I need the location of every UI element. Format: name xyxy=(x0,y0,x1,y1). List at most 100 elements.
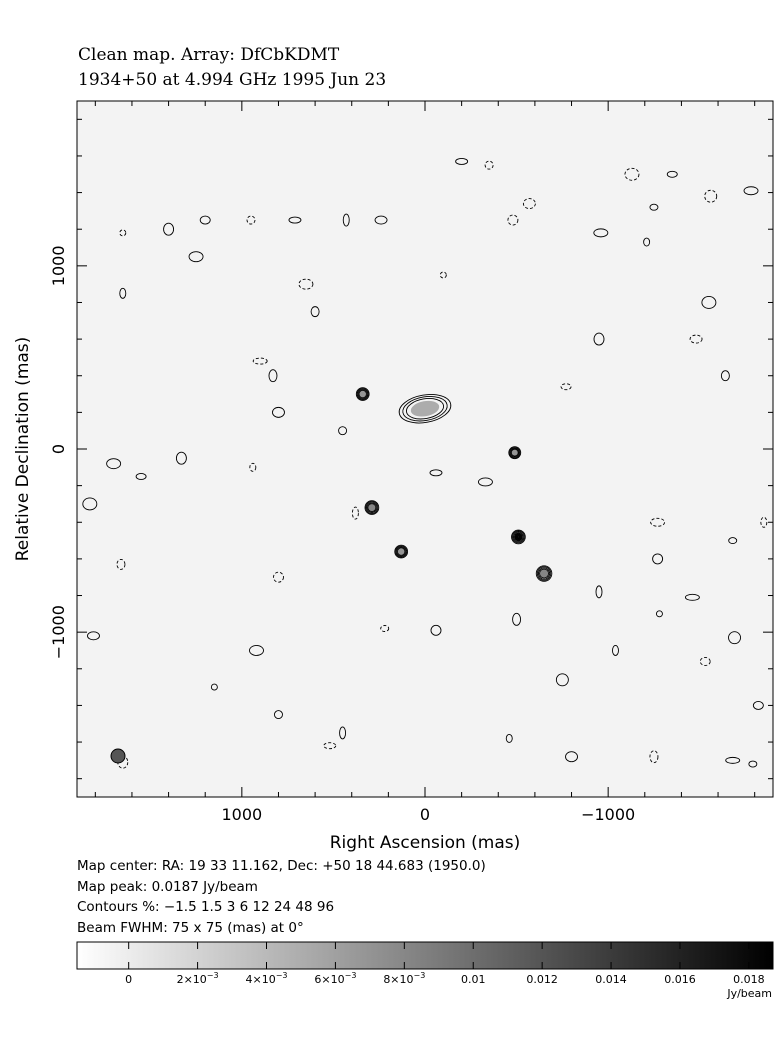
noise-contour xyxy=(748,760,758,768)
noise-contour xyxy=(701,296,717,309)
x-axis-label: Right Ascension (mas) xyxy=(330,833,521,853)
noise-contour xyxy=(188,251,204,263)
noise-contour xyxy=(298,278,314,290)
y-tick-label: 0 xyxy=(49,444,68,454)
colorbar-ticks: 0 2×10−3 4×10−3 6×10−3 8×10−3 0.01 0.012 0.014 0… xyxy=(125,942,765,986)
colorbar-tick-label: 0.014 xyxy=(595,973,627,986)
x-tick-label: 1000 xyxy=(221,805,262,824)
noise-contour xyxy=(743,186,759,196)
noise-contour xyxy=(87,631,100,641)
colorbar-tick-label: 0 xyxy=(125,973,132,986)
colorbar-tick-label: 2×10−3 xyxy=(177,971,219,986)
map-title: Clean map. Array: DfCbKDMT xyxy=(78,45,340,65)
y-tick-label: −1000 xyxy=(49,605,68,659)
colorbar-tick-label: 8×10−3 xyxy=(383,971,425,986)
map-peak-info: Map peak: 0.0187 Jy/beam xyxy=(77,879,258,895)
source-5 xyxy=(508,446,522,460)
noise-contour xyxy=(560,383,572,391)
noise-contour xyxy=(268,369,278,383)
axis-ticks: 1000 0 −1000 1000 0 −1000 xyxy=(49,101,773,824)
colorbar-tick-label: 0.016 xyxy=(664,973,696,986)
noise-contour xyxy=(135,473,147,480)
beam-info: Beam FWHM: 75 x 75 (mas) at 0° xyxy=(77,920,304,936)
beam-ellipse xyxy=(110,748,126,764)
noise-contour xyxy=(119,287,127,299)
noise-contour xyxy=(342,213,350,227)
noise-contour xyxy=(505,733,513,743)
noise-contour xyxy=(477,477,493,487)
noise-contour xyxy=(119,229,127,237)
noise-contour xyxy=(175,451,187,465)
noise-contour xyxy=(507,214,519,226)
noise-contour xyxy=(380,625,390,632)
noise-contour xyxy=(666,170,678,178)
noise-contour xyxy=(720,370,730,382)
noise-contour xyxy=(652,553,664,565)
noise-contour xyxy=(439,271,447,279)
noise-contour xyxy=(595,585,603,599)
map-center-info: Map center: RA: 19 33 11.162, Dec: +50 1… xyxy=(77,858,486,874)
source-2 xyxy=(398,393,452,424)
colorbar-unit: Jy/beam xyxy=(726,987,772,1000)
noise-contour xyxy=(288,216,302,224)
noise-contour xyxy=(704,189,718,203)
map-background xyxy=(77,101,773,797)
noise-contour xyxy=(728,631,741,645)
noise-contour xyxy=(643,237,651,247)
x-tick-label: −1000 xyxy=(581,805,635,824)
noise-contour xyxy=(725,756,741,764)
noise-contour xyxy=(760,516,768,528)
noise-contour xyxy=(565,751,578,763)
colorbar-tick-label: 0.01 xyxy=(461,973,486,986)
noise-contour xyxy=(650,517,666,527)
noise-contour xyxy=(310,306,320,318)
noise-contour xyxy=(555,673,569,687)
source-7 xyxy=(535,565,553,582)
noise-contour xyxy=(593,228,609,238)
noise-contour xyxy=(429,469,443,477)
noise-contour xyxy=(272,406,285,418)
noise-contour xyxy=(649,203,659,211)
noise-contour xyxy=(163,222,175,236)
noise-contour xyxy=(338,426,348,436)
noise-contour xyxy=(246,215,256,225)
source-3 xyxy=(364,500,380,515)
noise-contour xyxy=(655,610,663,618)
source-6 xyxy=(511,529,526,545)
noise-contour xyxy=(249,645,264,656)
noise-contour xyxy=(323,742,337,750)
noise-contour xyxy=(374,215,388,225)
noise-contour xyxy=(274,710,283,720)
noise-contour xyxy=(199,215,211,225)
noise-contour xyxy=(339,726,347,740)
radio-sources xyxy=(355,387,553,582)
colorbar-tick-label: 0.018 xyxy=(733,973,765,986)
noise-contour xyxy=(106,458,122,470)
colorbar-tick-label: 4×10−3 xyxy=(245,971,287,986)
noise-contour xyxy=(351,506,359,520)
noise-contour xyxy=(455,157,469,165)
noise-contour xyxy=(522,198,536,210)
noise-contour xyxy=(684,593,700,601)
noise-contour xyxy=(116,558,126,570)
noise-contour xyxy=(624,167,640,181)
noise-contour xyxy=(649,750,659,764)
noise-contour xyxy=(512,612,522,626)
y-tick-label: 1000 xyxy=(49,245,68,286)
noise-contour xyxy=(210,683,218,691)
noise-contour xyxy=(689,334,703,344)
noise-contour xyxy=(273,571,284,583)
y-axis-label: Relative Declination (mas) xyxy=(13,337,33,562)
contours-info: Contours %: −1.5 1.5 3 6 12 24 48 96 xyxy=(77,899,335,915)
source-1 xyxy=(355,387,370,401)
noise-contour xyxy=(752,700,764,710)
noise-contour xyxy=(82,497,98,511)
noise-contour xyxy=(699,657,711,666)
noise-contour xyxy=(593,332,605,346)
noise-contour xyxy=(728,537,738,545)
colorbar-tick-label: 0.012 xyxy=(526,973,558,986)
noise-contour xyxy=(430,624,442,636)
x-tick-label: 0 xyxy=(420,805,430,824)
noise-contour xyxy=(249,462,257,472)
